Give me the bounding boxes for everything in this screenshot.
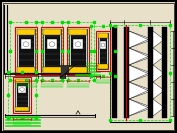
Bar (21, 39, 31, 49)
Polygon shape (129, 48, 148, 65)
Polygon shape (153, 65, 162, 82)
Bar (17, 67, 35, 73)
Polygon shape (153, 82, 162, 99)
Polygon shape (129, 31, 148, 48)
Bar (99, 34, 107, 68)
Bar (110, 25, 170, 120)
Bar (69, 29, 87, 35)
Bar (16, 80, 27, 109)
Polygon shape (129, 82, 148, 99)
Bar (162, 27, 167, 118)
Bar (8, 72, 36, 118)
Bar (98, 64, 108, 69)
Bar (15, 79, 29, 111)
Bar (15, 79, 29, 83)
Bar (36, 22, 68, 80)
Bar (15, 107, 29, 111)
Bar (112, 27, 117, 118)
Bar (62, 22, 94, 80)
Polygon shape (153, 99, 162, 116)
Bar (47, 39, 57, 49)
Bar (98, 33, 108, 38)
Bar (43, 29, 61, 73)
Bar (148, 27, 153, 118)
Polygon shape (60, 65, 75, 78)
Bar (43, 29, 61, 35)
Bar (67, 27, 89, 75)
Bar (100, 41, 106, 49)
Bar (17, 29, 35, 35)
Bar (91, 26, 115, 76)
Polygon shape (129, 99, 148, 116)
Bar (18, 86, 26, 93)
Bar (124, 27, 129, 118)
Bar (15, 27, 37, 75)
Polygon shape (153, 48, 162, 65)
Bar (10, 22, 42, 80)
Bar (19, 30, 33, 72)
Ellipse shape (20, 88, 24, 91)
Ellipse shape (23, 42, 29, 47)
Bar (69, 29, 87, 73)
Bar (41, 27, 63, 75)
Bar (98, 33, 108, 69)
Bar (70, 30, 85, 72)
Bar (44, 30, 59, 72)
Ellipse shape (75, 42, 81, 47)
Polygon shape (153, 31, 162, 48)
Bar (73, 39, 83, 49)
Bar (96, 31, 110, 71)
Bar (17, 29, 35, 73)
Ellipse shape (101, 43, 105, 47)
Bar (13, 77, 31, 113)
Ellipse shape (49, 42, 55, 47)
Polygon shape (129, 65, 148, 82)
Bar (43, 67, 61, 73)
Bar (69, 67, 87, 73)
